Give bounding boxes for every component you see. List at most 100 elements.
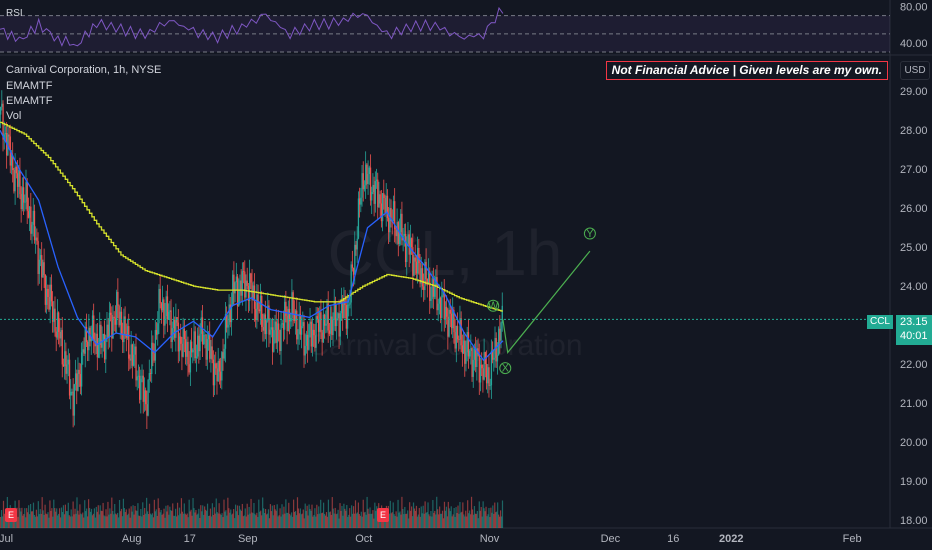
volume-bar xyxy=(180,498,183,528)
volume-bar xyxy=(446,516,448,528)
volume-bar xyxy=(352,506,355,528)
volume-bar xyxy=(418,508,420,528)
candle-body xyxy=(360,197,362,205)
candle-body xyxy=(238,291,240,307)
candle-body xyxy=(276,323,279,343)
volume-bar xyxy=(311,504,313,528)
volume-bar xyxy=(368,513,370,528)
candle-body xyxy=(263,314,265,331)
volume-bar xyxy=(248,506,250,528)
volume-bar xyxy=(317,514,319,528)
candle-body xyxy=(199,333,201,352)
volume-bar xyxy=(268,518,271,528)
volume-bar xyxy=(293,511,296,528)
volume-bar xyxy=(69,516,71,528)
candle-body xyxy=(465,352,467,364)
indicator-ema-2[interactable]: EMAMTF xyxy=(6,95,53,107)
candle-body xyxy=(149,373,152,375)
candle-body xyxy=(93,315,95,341)
candle-body xyxy=(227,324,229,328)
volume-bar xyxy=(117,512,119,528)
candle-body xyxy=(449,309,451,314)
candle-body xyxy=(47,288,49,298)
volume-bar xyxy=(25,517,27,528)
currency-selector[interactable]: USD xyxy=(900,61,930,80)
volume-bar xyxy=(34,516,37,528)
volume-bar xyxy=(229,512,231,528)
candle-body xyxy=(390,207,392,221)
candle-body xyxy=(397,222,399,244)
candle-body xyxy=(21,187,24,210)
candle-body xyxy=(142,375,144,402)
volume-bar xyxy=(272,515,274,528)
volume-bar xyxy=(314,508,316,528)
volume-bar xyxy=(168,514,170,528)
volume-bar xyxy=(22,515,24,528)
candle-body xyxy=(304,345,306,356)
volume-bar xyxy=(309,509,311,528)
volume-bar xyxy=(24,508,26,528)
earnings-marker[interactable]: E xyxy=(5,508,17,522)
rsi-label: RSI xyxy=(6,8,23,19)
candle-body xyxy=(83,349,85,354)
volume-bar xyxy=(160,509,162,528)
volume-bar xyxy=(146,497,148,528)
candle-body xyxy=(444,306,447,320)
volume-bar xyxy=(461,511,463,528)
time-tick-label: Feb xyxy=(843,533,862,545)
candle-body xyxy=(403,233,406,236)
volume-bar xyxy=(119,511,122,528)
volume-bar xyxy=(0,516,2,528)
volume-bar xyxy=(117,517,120,528)
volume-bar xyxy=(262,497,264,528)
volume-bar xyxy=(131,511,133,528)
volume-bar xyxy=(263,508,265,528)
volume-bar xyxy=(17,516,19,528)
candle-body xyxy=(158,288,160,324)
candle-body xyxy=(33,210,36,241)
volume-bar xyxy=(237,515,240,528)
candle-body xyxy=(78,369,80,375)
candle-body xyxy=(427,271,430,285)
volume-bar xyxy=(491,512,493,528)
volume-bar xyxy=(13,517,15,528)
symbol-title[interactable]: Carnival Corporation, 1h, NYSE xyxy=(6,64,162,76)
candle-body xyxy=(438,297,441,304)
volume-bar xyxy=(393,514,395,528)
volume-bar xyxy=(416,516,418,528)
volume-bar xyxy=(85,511,87,528)
volume-bar xyxy=(79,504,81,528)
volume-bar xyxy=(20,511,22,528)
earnings-marker[interactable]: E xyxy=(377,508,389,522)
volume-bar xyxy=(83,517,85,528)
volume-bar xyxy=(64,504,66,528)
candle-body xyxy=(478,354,480,383)
volume-bar xyxy=(303,518,305,528)
candle-body xyxy=(489,385,491,387)
candle-body xyxy=(431,278,433,299)
volume-bar xyxy=(302,509,304,528)
candle-body xyxy=(200,317,202,334)
candle-body xyxy=(221,352,223,381)
candle-body xyxy=(421,268,424,287)
volume-bar xyxy=(407,510,409,528)
indicator-ema-1[interactable]: EMAMTF xyxy=(6,80,53,92)
candle-body xyxy=(111,314,113,339)
indicator-volume[interactable]: Vol xyxy=(6,110,22,122)
wave-label: Y xyxy=(586,228,594,240)
volume-bar xyxy=(57,515,59,528)
volume-bar xyxy=(431,516,433,528)
candle-body xyxy=(166,296,169,320)
candle-body xyxy=(273,330,275,352)
volume-bar xyxy=(479,510,481,528)
candle-body xyxy=(42,262,44,278)
volume-bar xyxy=(337,509,339,528)
volume-bar xyxy=(118,499,121,528)
volume-bar xyxy=(135,510,137,528)
volume-bar xyxy=(485,506,487,528)
candle-body xyxy=(349,302,351,305)
volume-bar xyxy=(113,514,115,528)
volume-bar xyxy=(30,511,33,528)
volume-bar xyxy=(346,505,348,528)
candle-body xyxy=(239,280,241,292)
